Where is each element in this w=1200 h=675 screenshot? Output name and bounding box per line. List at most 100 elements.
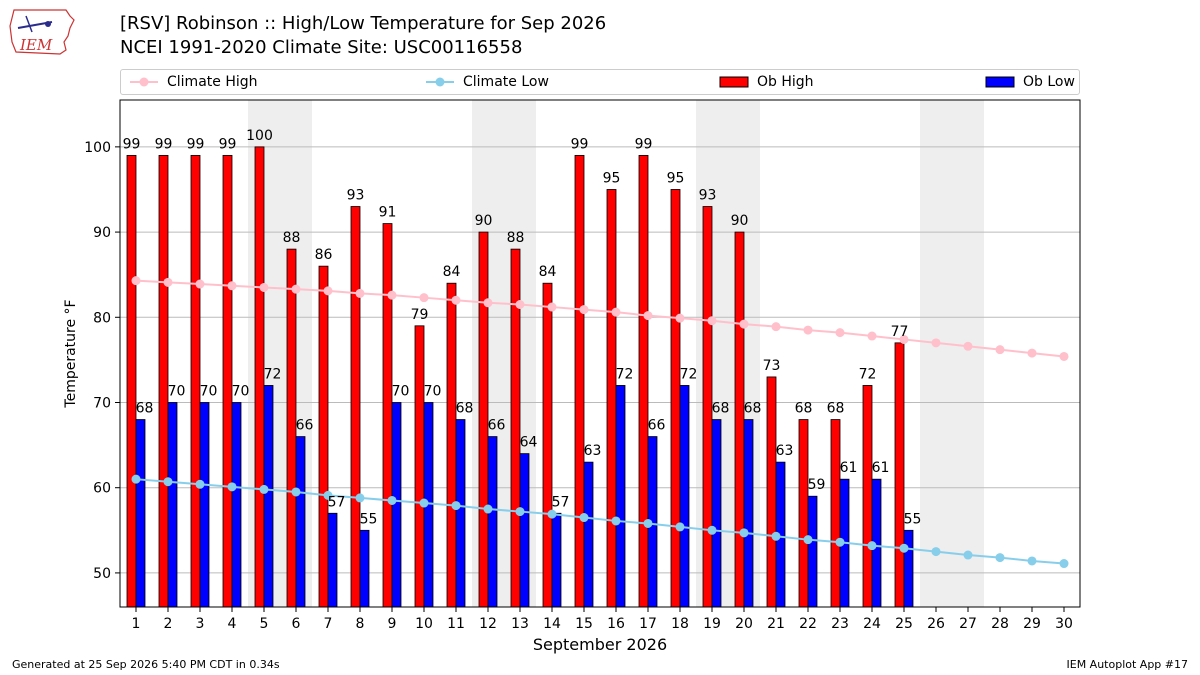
climate-high-point: [1027, 348, 1037, 358]
climate-low-point: [259, 484, 269, 494]
ob-high-bar: [830, 419, 841, 608]
legend-label-climate-high: Climate High: [167, 74, 258, 90]
ob-high-bar: [606, 189, 617, 608]
ob-high-label: 84: [539, 264, 557, 280]
x-tick-label: 12: [479, 616, 497, 632]
x-tick-label: 9: [388, 616, 397, 632]
ob-high-bar: [318, 265, 329, 608]
ob-high-label: 84: [443, 264, 461, 280]
climate-low-point: [579, 513, 589, 523]
climate-high-point: [867, 331, 877, 341]
ob-low-label: 72: [616, 366, 634, 382]
climate-low-line-icon: [426, 77, 454, 87]
legend-label-ob-low: Ob Low: [1023, 74, 1075, 90]
ob-high-label: 88: [507, 230, 525, 246]
y-axis-label: Temperature °F: [63, 299, 79, 408]
climate-low-point: [1027, 556, 1037, 566]
legend-label-ob-high: Ob High: [757, 74, 814, 90]
ob-low-label: 68: [744, 401, 762, 417]
ob-high-bar: [638, 154, 649, 608]
ob-low-bar: [679, 385, 690, 608]
climate-low-point: [803, 535, 813, 545]
climate-low-point: [899, 543, 909, 553]
ob-high-label: 99: [187, 136, 205, 152]
ob-high-label: 90: [475, 213, 493, 229]
ob-low-label: 57: [328, 494, 346, 510]
x-tick-label: 8: [356, 616, 365, 632]
climate-low-point: [707, 525, 717, 535]
climate-high-point: [195, 279, 205, 289]
ob-high-bar: [350, 206, 361, 608]
y-tick-label: 100: [84, 140, 111, 156]
ob-low-bar: [263, 385, 274, 608]
x-tick-label: 15: [575, 616, 593, 632]
ob-high-label: 68: [795, 401, 813, 417]
climate-high-point: [643, 311, 653, 321]
ob-high-bar: [862, 385, 873, 608]
x-tick-label: 27: [959, 616, 977, 632]
climate-low-point: [419, 498, 429, 508]
ob-high-label: 99: [571, 136, 589, 152]
ob-low-label: 57: [552, 494, 570, 510]
climate-high-point: [483, 298, 493, 308]
ob-low-bar: [135, 419, 146, 608]
climate-high-line-icon: [130, 77, 158, 87]
ob-low-bar: [743, 419, 754, 608]
climate-low-point: [131, 474, 141, 484]
ob-low-label: 66: [648, 418, 666, 434]
climate-high-point: [291, 284, 301, 294]
y-tick-label: 90: [93, 225, 111, 241]
climate-high-line: [135, 279, 1065, 358]
ob-low-bar: [487, 436, 498, 608]
ob-low-label: 70: [392, 383, 410, 399]
ob-low-swatch-icon: [985, 76, 1015, 88]
ob-low-label: 70: [232, 383, 250, 399]
climate-low-point: [675, 522, 685, 532]
ob-high-bar: [190, 154, 201, 608]
climate-low-point: [643, 518, 653, 528]
ob-high-label: 99: [635, 136, 653, 152]
x-tick-label: 20: [735, 616, 753, 632]
climate-high-point: [899, 334, 909, 344]
climate-high-point: [835, 328, 845, 338]
climate-low-point: [771, 531, 781, 541]
climate-high-point: [387, 290, 397, 300]
climate-low-point: [227, 482, 237, 492]
chart-subtitle: NCEI 1991-2020 Climate Site: USC00116558: [120, 37, 523, 58]
ob-low-label: 68: [712, 401, 730, 417]
ob-low-bar: [551, 512, 562, 608]
ob-high-bar: [158, 154, 169, 608]
climate-low-line: [135, 478, 1065, 565]
climate-high-point: [547, 302, 557, 312]
x-tick-label: 28: [991, 616, 1009, 632]
ob-low-bar: [903, 529, 914, 608]
legend-ob-low: Ob Low: [985, 70, 1075, 94]
ob-high-label: 95: [603, 170, 621, 186]
ob-high-label: 86: [315, 247, 333, 263]
ob-high-bar: [446, 282, 457, 608]
ob-low-label: 66: [296, 418, 314, 434]
y-tick-label: 70: [93, 395, 111, 411]
x-tick-label: 4: [228, 616, 237, 632]
plot-frame: [119, 99, 1081, 608]
x-tick-label: 24: [863, 616, 881, 632]
ob-low-bar: [615, 385, 626, 608]
ob-high-label: 99: [123, 136, 141, 152]
ob-low-label: 55: [904, 511, 922, 527]
climate-low-point: [547, 509, 557, 519]
ob-low-bar: [519, 453, 530, 608]
app-label: IEM Autoplot App #17: [1066, 658, 1189, 671]
x-tick-label: 18: [671, 616, 689, 632]
climate-high-point: [579, 305, 589, 315]
x-tick-label: 14: [543, 616, 561, 632]
legend-label-climate-low: Climate Low: [463, 74, 549, 90]
x-axis-label: September 2026: [533, 635, 667, 654]
x-tick-label: 30: [1055, 616, 1073, 632]
climate-low-point: [963, 550, 973, 560]
y-tick-label: 60: [93, 481, 111, 497]
legend-climate-low: Climate Low: [425, 70, 549, 94]
ob-low-bar: [359, 529, 370, 608]
climate-high-point: [355, 288, 365, 298]
ob-high-label: 79: [411, 307, 429, 323]
x-tick-label: 23: [831, 616, 849, 632]
